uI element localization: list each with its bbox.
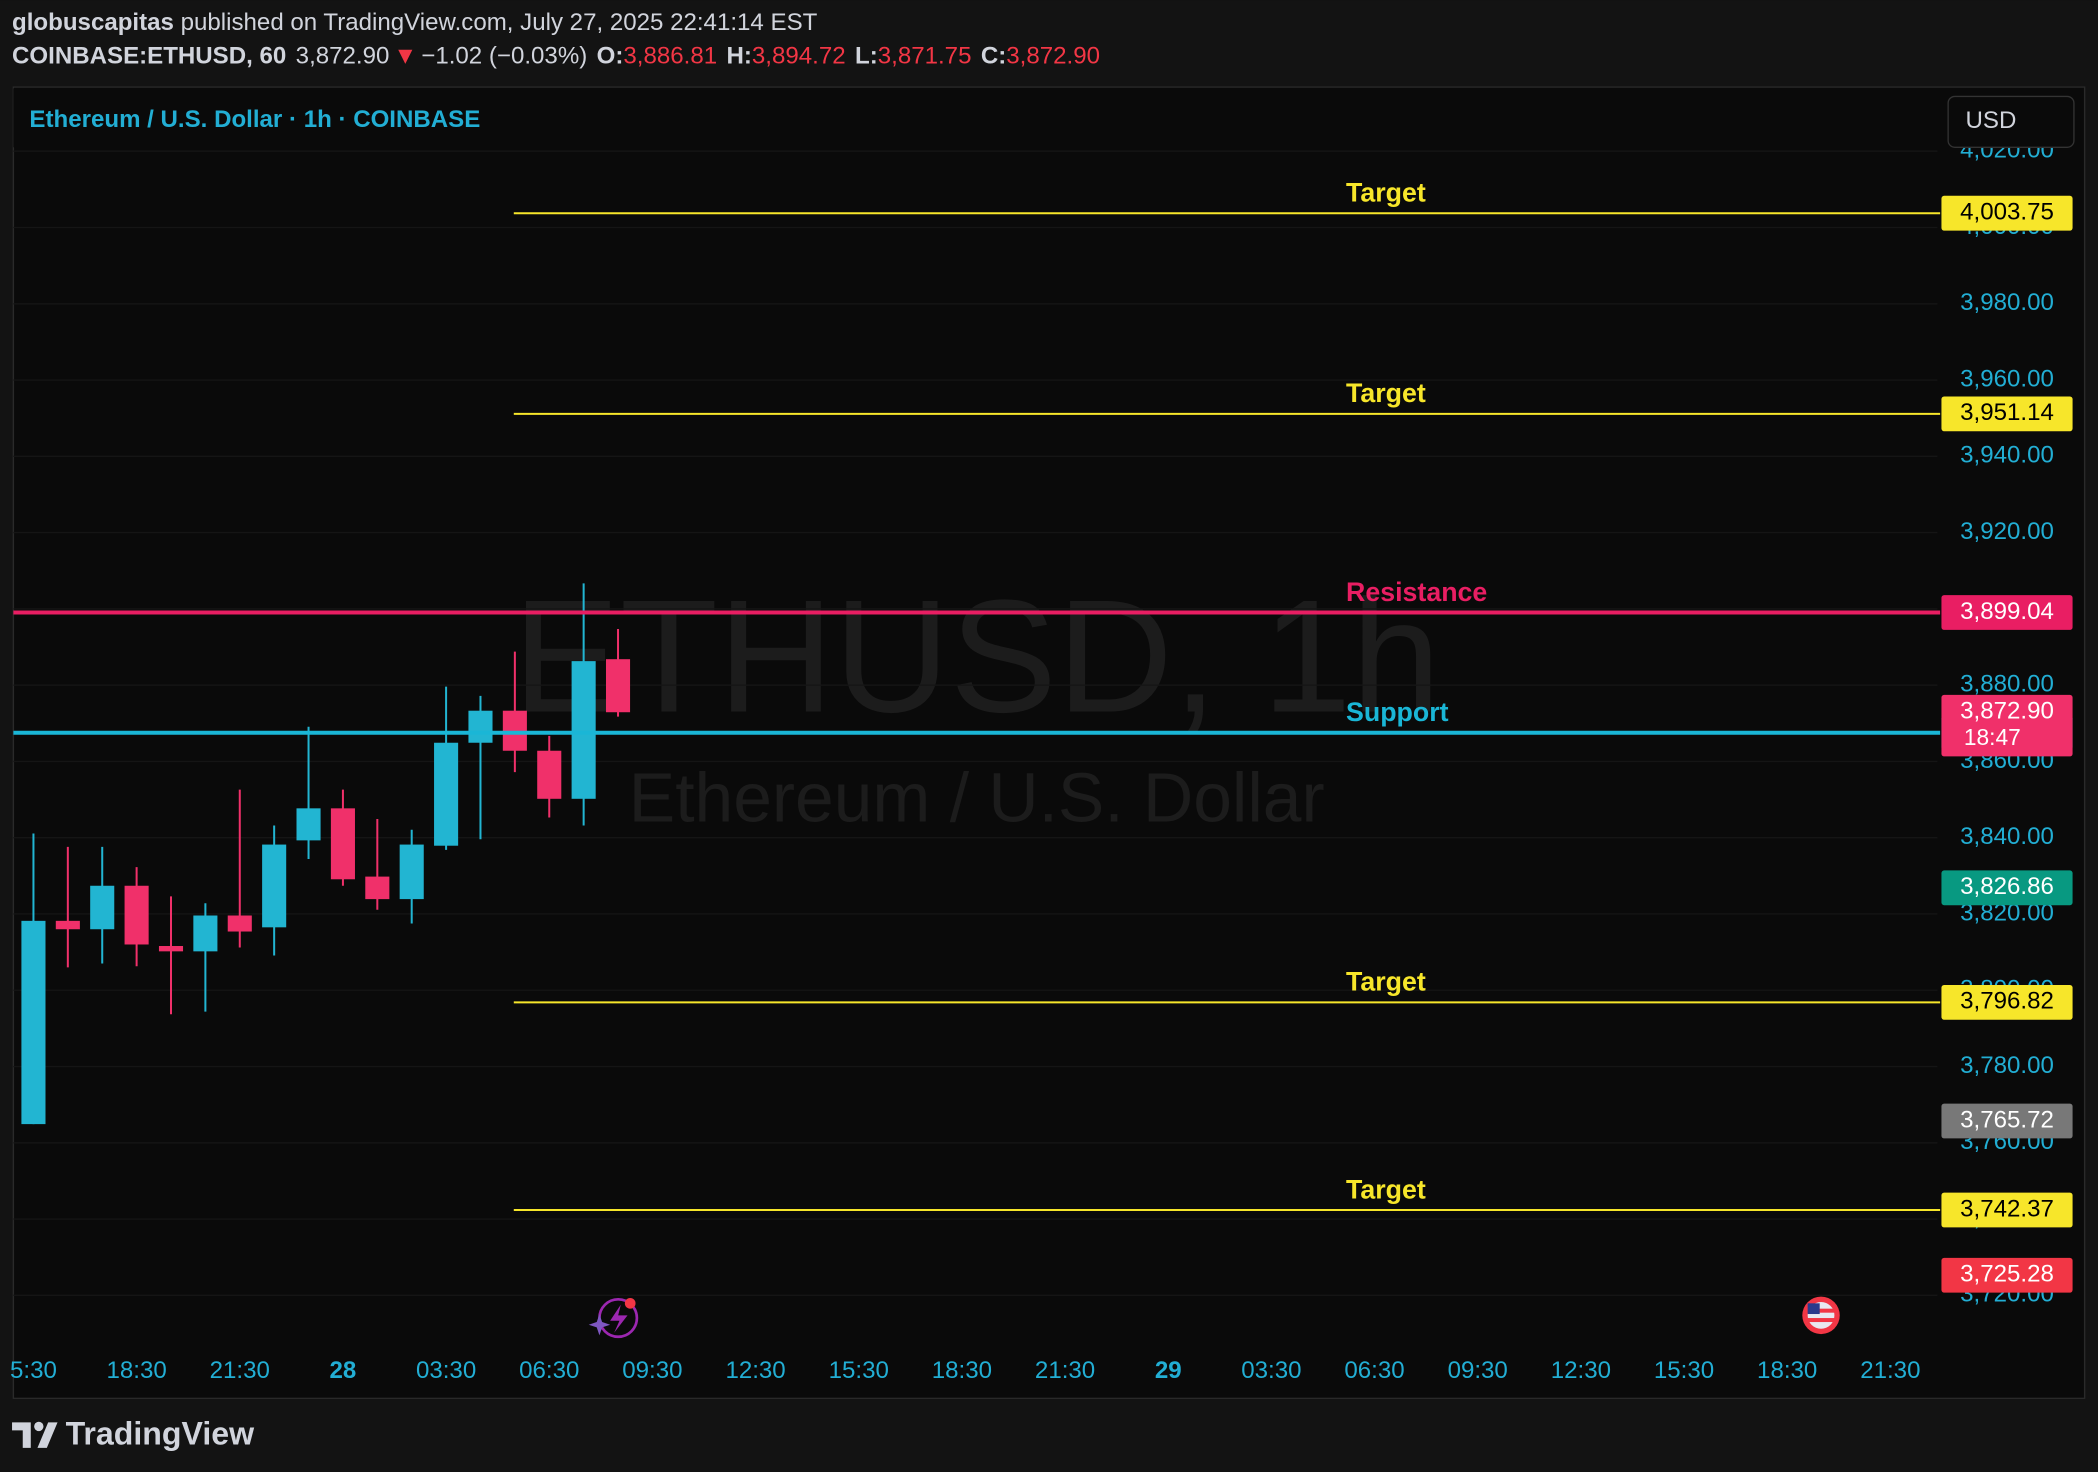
x-tick-label: 15:30 — [829, 1357, 889, 1384]
x-tick-label: 21:30 — [210, 1357, 270, 1384]
event-flag-icon — [1802, 1296, 1840, 1335]
price-tag-countdown: 18:47 — [1964, 724, 2021, 750]
price-tag — [1941, 1257, 2073, 1293]
level-name: Target — [1346, 967, 1426, 997]
price-tag-label: 3,826.86 — [1960, 873, 2054, 900]
candle-body — [124, 885, 149, 945]
publish-line: globuscapitas published on TradingView.co… — [12, 10, 818, 37]
level-tag — [1941, 595, 2073, 630]
candle-body — [90, 885, 115, 930]
ohlc-value: 3,886.81 — [623, 43, 717, 70]
level-name: Resistance — [1346, 577, 1487, 607]
ohlc-value: 3,894.72 — [752, 43, 846, 70]
level-tag-label: 4,003.75 — [1960, 199, 2054, 226]
y-tick-label: 3,880.00 — [1960, 671, 2054, 698]
level-name: Target — [1346, 378, 1426, 408]
candle-body — [227, 915, 252, 932]
candle-body — [296, 808, 321, 841]
candle-body — [468, 710, 493, 743]
price-tag — [1941, 870, 2073, 906]
ai-icon — [588, 1297, 639, 1339]
x-tick-label: 15:30 — [1654, 1357, 1714, 1384]
last-price: 3,872.90 — [296, 43, 390, 70]
symbol: COINBASE:ETHUSD, 60 — [12, 43, 286, 70]
x-tick-label: 03:30 — [416, 1357, 476, 1384]
level-tag-label: 3,899.04 — [1960, 598, 2054, 625]
price-tag-label: 3,725.28 — [1960, 1261, 2054, 1288]
chart-frame — [12, 86, 2086, 1399]
x-tick-label: 18:30 — [932, 1357, 992, 1384]
level-name: Support — [1346, 697, 1449, 727]
legend-bg — [13, 88, 1941, 148]
x-tick-label: 09:30 — [1448, 1357, 1508, 1384]
level-tag-label: 3,796.82 — [1960, 988, 2054, 1015]
candle-body — [55, 920, 80, 930]
x-tick-label: 21:30 — [1860, 1357, 1920, 1384]
x-tick-label: 06:30 — [1344, 1357, 1404, 1384]
x-tick-label: 06:30 — [519, 1357, 579, 1384]
ohlc-key: H: — [726, 43, 751, 70]
candle-body — [262, 844, 287, 928]
candle-body — [537, 750, 562, 799]
change: −1.02 (−0.03%) — [421, 43, 587, 70]
level-tag-label: 3,742.37 — [1960, 1195, 2054, 1222]
symbol-line: COINBASE:ETHUSD, 60 3,872.90 ▼ −1.02 (−0.03… — [12, 43, 1100, 70]
arrow: ▼ — [393, 43, 417, 70]
candle-body — [434, 742, 459, 846]
watermark-sub: Ethereum / U.S. Dollar — [629, 758, 1325, 836]
price-tag — [1941, 694, 2073, 757]
plot: 3,720.003,740.003,760.003,780.003,800.00… — [10, 137, 2073, 1384]
level-tag — [1941, 396, 2073, 432]
ohlc-value: 3,871.75 — [878, 43, 972, 70]
candle-body — [365, 876, 390, 900]
currency-button[interactable] — [1947, 95, 2075, 148]
price-tag-label: 3,765.72 — [1960, 1106, 2054, 1133]
y-tick-label: 3,840.00 — [1960, 823, 2054, 850]
brand: TradingView — [66, 1415, 256, 1451]
watermark: ETHUSD, 1h — [513, 568, 1441, 747]
x-tick-label: 12:30 — [1551, 1357, 1611, 1384]
level-name: Target — [1346, 1174, 1426, 1204]
level-tag-label: 3,951.14 — [1960, 399, 2054, 426]
x-tick-label: 12:30 — [725, 1357, 785, 1384]
published: published on TradingView.com, July 27, 2… — [181, 10, 818, 37]
x-tick-label: 21:30 — [1035, 1357, 1095, 1384]
level-tag — [1941, 984, 2073, 1020]
x-tick-label: 5:30 — [10, 1357, 57, 1384]
candle-body — [21, 920, 46, 1125]
ohlc-key: O: — [597, 43, 624, 70]
level-name: Target — [1346, 178, 1426, 208]
x-tick-label: 28 — [330, 1357, 357, 1384]
candle-body — [399, 844, 424, 900]
price-tag-label: 3,872.90 — [1960, 698, 2054, 725]
price-tag — [1941, 1103, 2073, 1139]
candle-body — [571, 661, 596, 799]
ohlc-key: L: — [855, 43, 878, 70]
candle-body — [330, 808, 355, 880]
x-tick-label: 18:30 — [1757, 1357, 1817, 1384]
candle-body — [158, 946, 184, 952]
author: globuscapitas — [12, 10, 174, 37]
level-tag — [1941, 195, 2073, 231]
y-tick-label: 3,780.00 — [1960, 1052, 2054, 1079]
candle-body — [605, 659, 631, 713]
currency: USD — [1966, 107, 2017, 134]
x-tick-label: 29 — [1155, 1357, 1182, 1384]
chart-title: Ethereum / U.S. Dollar · 1h · COINBASE — [29, 106, 480, 133]
y-tick-label: 3,980.00 — [1960, 289, 2054, 316]
y-tick-label: 3,940.00 — [1960, 442, 2054, 469]
ohlc-key: C: — [981, 43, 1006, 70]
brand-logo — [12, 1421, 58, 1448]
ohlc-value: 3,872.90 — [1006, 43, 1100, 70]
candle-body — [502, 710, 527, 751]
y-tick-label: 3,960.00 — [1960, 365, 2054, 392]
x-tick-label: 09:30 — [622, 1357, 682, 1384]
candle-body — [193, 915, 218, 952]
x-tick-label: 03:30 — [1241, 1357, 1301, 1384]
level-tag — [1941, 1192, 2073, 1228]
x-tick-label: 18:30 — [106, 1357, 166, 1384]
y-tick-label: 3,920.00 — [1960, 518, 2054, 545]
